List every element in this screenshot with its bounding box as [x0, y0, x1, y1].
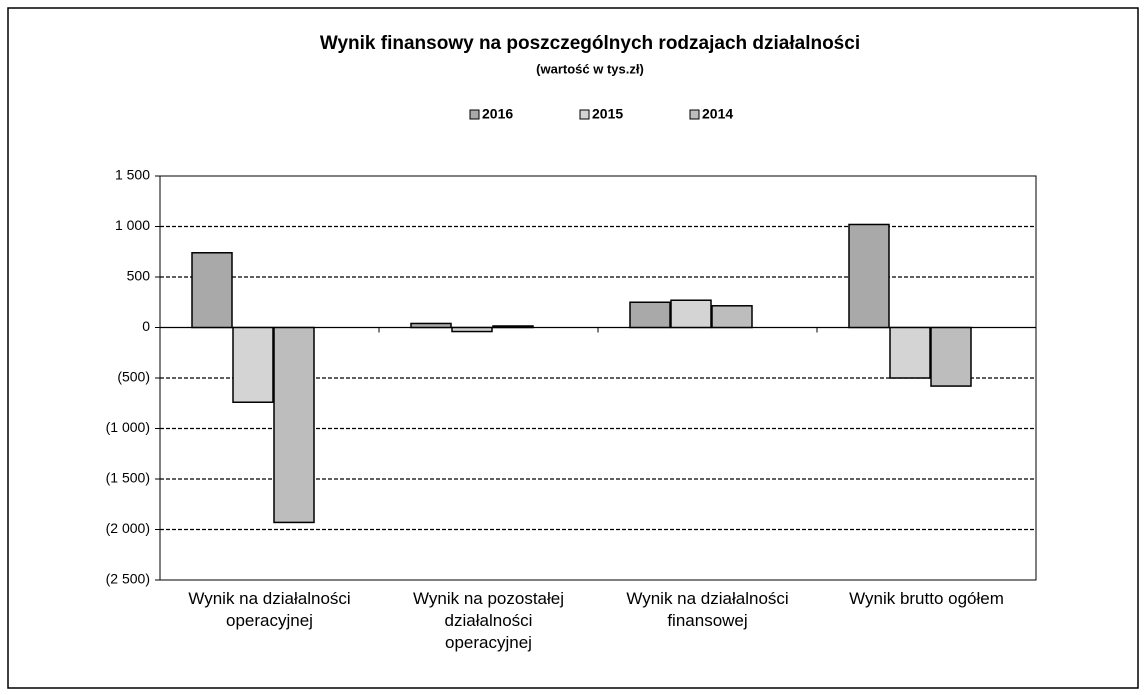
- y-tick-label: 1 000: [115, 217, 150, 233]
- x-tick-label: Wynik na działalności finansowej: [626, 589, 789, 630]
- y-tick-label: 1 500: [115, 167, 150, 183]
- bar: [711, 305, 753, 329]
- bar: [410, 322, 452, 329]
- y-tick-label: (1 000): [106, 419, 150, 435]
- y-tick-label: (2 500): [106, 571, 150, 587]
- legend-swatch: [689, 109, 700, 120]
- legend-label: 2016: [482, 106, 513, 122]
- legend-label: 2015: [592, 106, 623, 122]
- bar: [629, 301, 671, 329]
- chart-subtitle: (wartość w tys.zł): [536, 61, 644, 76]
- bar: [451, 326, 493, 333]
- bar: [930, 326, 972, 387]
- y-tick-label: (500): [117, 369, 150, 385]
- x-tick-label: Wynik na pozostałej działalności operacy…: [412, 589, 565, 652]
- bar: [191, 252, 233, 329]
- bar: [889, 326, 931, 379]
- x-tick-label: Wynik brutto ogółem: [849, 589, 1004, 608]
- y-tick-label: 500: [127, 268, 151, 284]
- bar: [273, 326, 315, 524]
- bar: [492, 325, 534, 329]
- chart-title: Wynik finansowy na poszczególnych rodzaj…: [320, 33, 860, 54]
- y-tick-label: (1 500): [106, 470, 150, 486]
- legend-label: 2014: [702, 106, 733, 122]
- bar: [232, 326, 274, 403]
- frame: [7, 7, 1139, 689]
- legend-swatch: [469, 109, 480, 120]
- bar: [670, 299, 712, 329]
- y-tick-label: 0: [142, 318, 150, 334]
- x-tick-label: Wynik na działalności operacyjnej: [188, 589, 351, 630]
- bar: [848, 223, 890, 329]
- legend-swatch: [579, 109, 590, 120]
- y-tick-label: (2 000): [106, 520, 150, 536]
